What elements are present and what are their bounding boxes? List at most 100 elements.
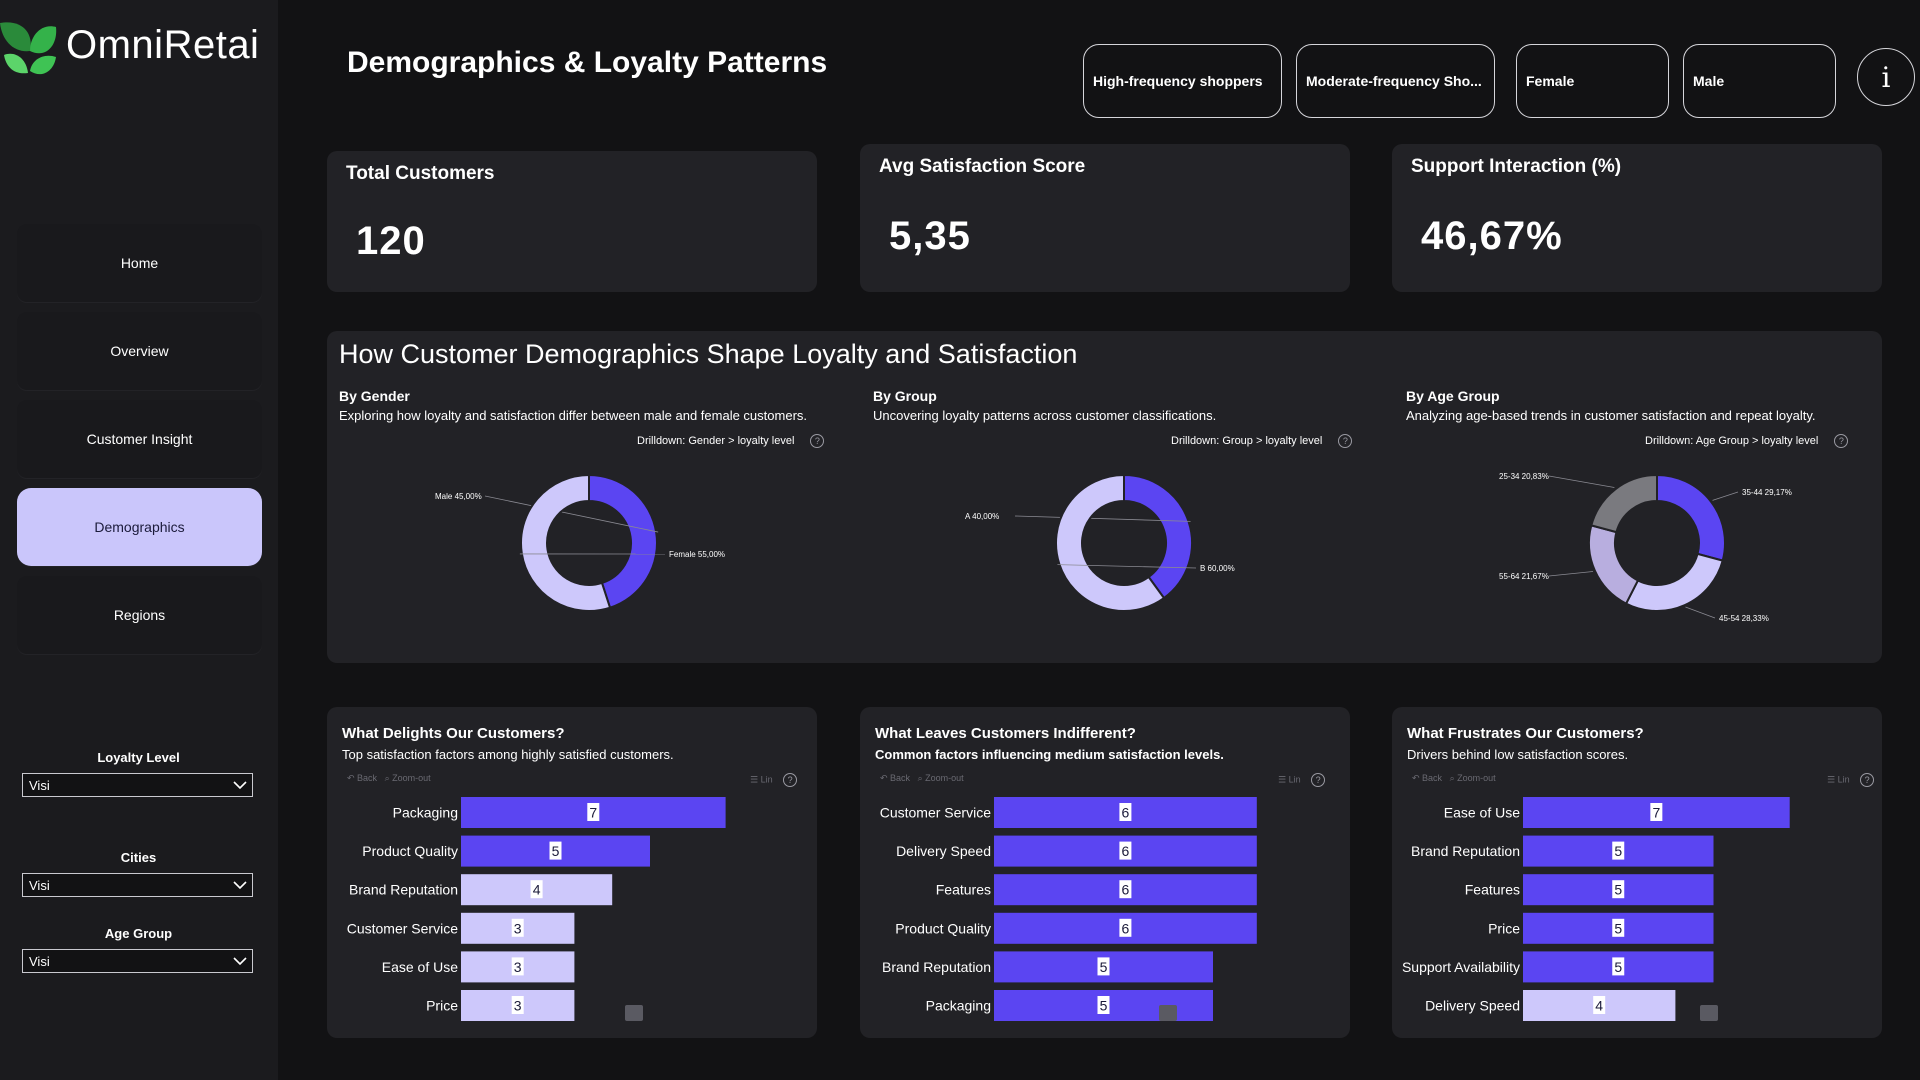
donut-slice-45-54-28-33[interactable] (1624, 552, 1724, 612)
bar-value-label: 6 (1122, 920, 1130, 936)
bar-chart-svg: Packaging 7 Product Quality 5 Brand Reputati… (347, 797, 726, 1021)
donut-slice-male-45-00[interactable] (588, 473, 658, 609)
help-icon[interactable]: ? (1860, 773, 1875, 787)
donut-subtitle: Uncovering loyalty patterns across custo… (873, 408, 1217, 423)
pill-label: Female (1526, 73, 1575, 89)
zoom-out-button[interactable]: ⌕ Zoom-out (1449, 773, 1496, 783)
bar-value-box (1119, 841, 1132, 860)
donut-leader-line (484, 495, 659, 533)
age-group-select[interactable]: Visi (22, 949, 253, 973)
bar-value-box (1119, 803, 1132, 821)
linear-toggle[interactable]: ☰ Lin (1278, 774, 1301, 785)
drilldown-text: Drilldown: Gender > loyalty level (637, 434, 795, 447)
bar-category-label: Product Quality (362, 843, 458, 859)
bar-value-box (511, 918, 524, 937)
linear-toggle[interactable]: ☰ Lin (750, 774, 773, 785)
bar-value-label: 6 (1122, 882, 1130, 898)
help-icon[interactable]: ? (1311, 773, 1326, 787)
age-group-donut-chart[interactable]: 35-44 29,17% 45-54 28,33% 55-64 21,67% 25-3… (1499, 472, 1792, 623)
donut-subtitle: Analyzing age-based trends in customer s… (1406, 408, 1816, 423)
bar-value-label: 4 (1595, 998, 1603, 1014)
nav-item-home[interactable]: Home (17, 224, 262, 302)
donut-data-label: 35-44 29,17% (1742, 488, 1792, 497)
cities-select[interactable]: Visi (22, 873, 253, 897)
nav-item-label: Home (120, 255, 159, 271)
indifferent-bar-card: What Leaves Customers Indifferent? Commo… (860, 707, 1350, 1038)
bar-value-box (549, 841, 562, 860)
bar-value-box (1593, 996, 1606, 1014)
bar-category-label: Packaging (926, 998, 991, 1014)
bar-chart-svg: Ease of Use 7 Brand Reputation 5 Features 5 Pr… (1402, 797, 1790, 1021)
bar-category-label: Ease of Use (1444, 805, 1520, 821)
group-donut-chart[interactable]: A 40,00% B 60,00% (965, 473, 1235, 612)
donut-data-label: B 60,00% (1200, 564, 1235, 573)
chart-toolbar: ↶ Back ⌕ Zoom-out (347, 773, 431, 784)
back-button[interactable]: ↶ Back (347, 773, 378, 783)
section-title: How Customer Demographics Shape Loyalty … (339, 339, 1078, 369)
donut-title: By Gender (339, 388, 410, 404)
filter-pill-high-frequency[interactable]: High-frequency shoppers (1083, 44, 1282, 118)
bar-value-box (1097, 996, 1110, 1014)
filter-pill-female[interactable]: Female (1516, 44, 1669, 118)
bar-chart-svg: Customer Service 6 Delivery Speed 6 Features… (880, 797, 1257, 1021)
donut-slice-25-34-20-83[interactable] (1590, 473, 1658, 534)
bar-value-box (511, 996, 524, 1014)
kpi-value: 46,67% (1421, 214, 1563, 258)
kpi-card-avg-satisfaction: Avg Satisfaction Score 5,35 (860, 144, 1350, 292)
donut-slice-55-64-21-67[interactable] (1588, 524, 1640, 605)
linear-toggle[interactable]: ☰ Lin (1827, 774, 1850, 785)
bar-chart-subtitle: Top satisfaction factors among highly sa… (342, 747, 674, 762)
bar-chart-title: What Leaves Customers Indifferent? (875, 725, 1136, 742)
brand-name: OmniRetai (66, 22, 260, 67)
bar-category-label: Delivery Speed (1425, 998, 1520, 1014)
nav-item-demographics[interactable]: Demographics (17, 488, 262, 566)
info-button[interactable]: i (1857, 48, 1915, 106)
donut-slice-35-44-29-17[interactable] (1656, 473, 1726, 562)
loyalty-level-value: Visi (29, 777, 50, 793)
bar-category-label: Brand Reputation (349, 882, 458, 898)
zoom-out-button[interactable]: ⌕ Zoom-out (384, 773, 431, 783)
help-icon[interactable]: ? (783, 773, 798, 787)
cities-label: Cities (120, 850, 157, 865)
donut-slice-female-55-00[interactable] (520, 473, 612, 612)
bar-category-label: Support Availability (1402, 959, 1520, 975)
scroll-down-button[interactable] (1700, 1005, 1718, 1021)
bar-chart-title: What Delights Our Customers? (342, 725, 565, 742)
nav-item-overview[interactable]: Overview (17, 312, 262, 390)
help-icon[interactable]: ? (810, 434, 825, 448)
bar-value-box (587, 803, 600, 821)
donut-data-label: Male 45,00% (435, 492, 482, 501)
bar-chart-title: What Frustrates Our Customers? (1407, 725, 1644, 742)
back-button[interactable]: ↶ Back (1412, 773, 1443, 783)
filter-pill-male[interactable]: Male (1683, 44, 1836, 118)
bar-category-label: Features (1465, 882, 1520, 898)
gender-donut-chart[interactable]: Male 45,00% Female 55,00% (435, 473, 725, 612)
pill-label: High-frequency shoppers (1093, 73, 1263, 89)
donut-data-label: A 40,00% (965, 512, 999, 521)
loyalty-level-select[interactable]: Visi (22, 773, 253, 797)
back-button[interactable]: ↶ Back (880, 773, 911, 783)
page-title: Demographics & Loyalty Patterns (347, 46, 828, 79)
nav-item-regions[interactable]: Regions (17, 576, 262, 654)
frustrates-bar-chart[interactable]: Ease of Use 7 Brand Reputation 5 Features 5 Pr… (1402, 797, 1790, 1021)
filter-pill-moderate-frequency[interactable]: Moderate-frequency Sho... (1296, 44, 1495, 118)
help-icon[interactable]: ? (1338, 434, 1353, 448)
indifferent-bar-chart[interactable]: Customer Service 6 Delivery Speed 6 Features… (880, 797, 1257, 1021)
scroll-down-button[interactable] (1159, 1005, 1177, 1021)
donut-slice-b-60-00[interactable] (1055, 473, 1166, 612)
zoom-out-button[interactable]: ⌕ Zoom-out (917, 773, 964, 783)
kpi-value: 120 (356, 219, 426, 263)
bar-category-label: Packaging (393, 805, 458, 821)
bar-value-box (1612, 918, 1625, 937)
bar-value-label: 5 (1614, 882, 1622, 898)
help-icon[interactable]: ? (1834, 434, 1849, 448)
bar-category-label: Delivery Speed (896, 843, 991, 859)
donut-slice-a-40-00[interactable] (1123, 473, 1193, 600)
drilldown-text: Drilldown: Group > loyalty level (1171, 434, 1323, 447)
scroll-down-button[interactable] (625, 1005, 643, 1021)
bar-value-label: 5 (1614, 843, 1622, 859)
nav-item-label: Overview (110, 343, 169, 359)
delights-bar-chart[interactable]: Packaging 7 Product Quality 5 Brand Reputati… (347, 797, 726, 1021)
bar-category-label: Price (1488, 920, 1520, 936)
nav-item-customer-insight[interactable]: Customer Insight (17, 400, 262, 478)
